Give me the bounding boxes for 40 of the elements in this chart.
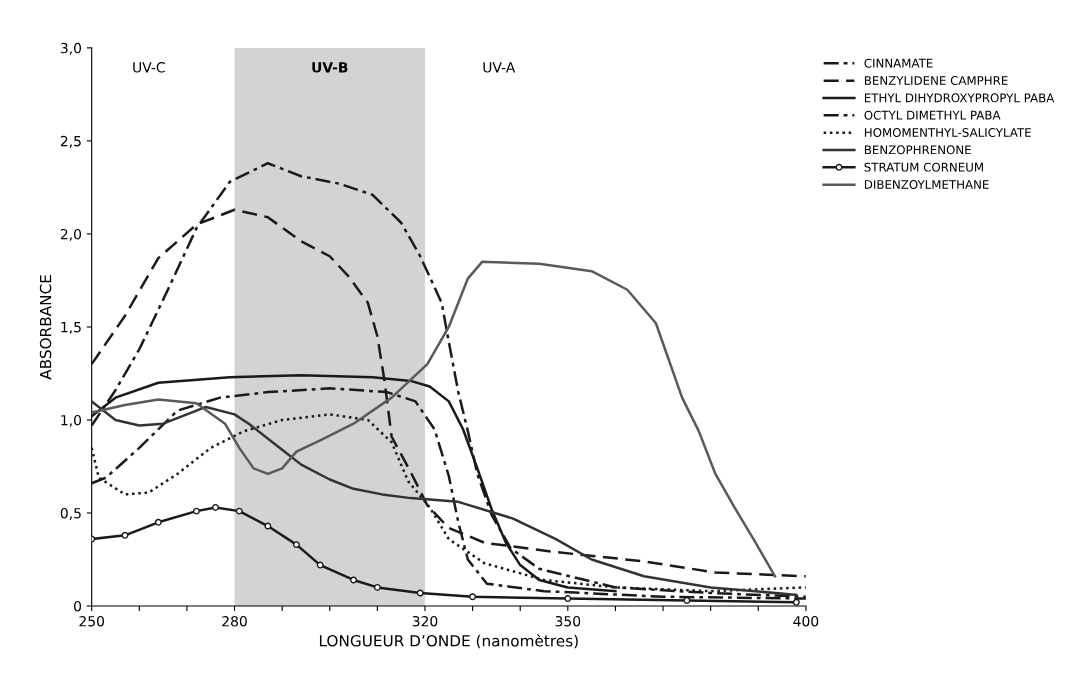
y-tick-label: 3,0: [60, 42, 82, 55]
x-tick-label: 280: [222, 615, 247, 627]
legend-label: BENZOPHRENONE: [864, 145, 971, 155]
line-series: [91, 260, 777, 578]
point: [416, 589, 424, 597]
legend-label: STRATUM CORNEUM: [864, 162, 983, 172]
point: [469, 593, 477, 601]
x-tick-label: 320: [412, 615, 438, 627]
point: [235, 507, 243, 515]
y-tick-label: 0: [74, 600, 82, 612]
point: [292, 541, 300, 549]
legend-label: CINNAMATE: [864, 58, 933, 68]
point: [264, 522, 272, 530]
point: [373, 583, 381, 591]
legend-label: DIBENZOYLMETHANE: [864, 180, 989, 189]
band-label: UV-B: [312, 62, 348, 73]
annotation: UV-A: [483, 62, 516, 73]
x-tick-label: 250: [79, 615, 105, 627]
point: [316, 561, 324, 569]
y-tick-label: 0,5: [60, 507, 81, 520]
point: [792, 598, 800, 606]
point: [121, 531, 129, 539]
y-tick-label: 2,0: [60, 228, 82, 241]
x-tick-label: 400: [793, 615, 819, 627]
point: [350, 576, 358, 584]
point: [212, 503, 219, 511]
y-tick-label: 1,0: [61, 414, 82, 427]
legend-label: OCTYL DIMETHYL PABA: [864, 110, 1001, 120]
annotation: UV-C: [133, 62, 165, 73]
y-axis-title: ABSORBANCE: [39, 275, 52, 380]
legend-label: ETHYL DIHYDROXYPROPYL PABA: [864, 93, 1055, 103]
point: [564, 595, 572, 603]
y-tick-label: 1,5: [61, 322, 81, 334]
legend-label: BENZYLIDENE CAMPHRE: [864, 76, 1008, 85]
point: [154, 518, 162, 526]
point: [192, 507, 200, 515]
x-tick-label: 350: [555, 615, 581, 627]
y-tick-label: 2,5: [60, 135, 81, 148]
legend-label: HOMOMENTHYL-SALICYLATE: [864, 128, 1031, 137]
x-axis-title: LONGUEUR D’ONDE (nanomètres): [319, 634, 578, 649]
